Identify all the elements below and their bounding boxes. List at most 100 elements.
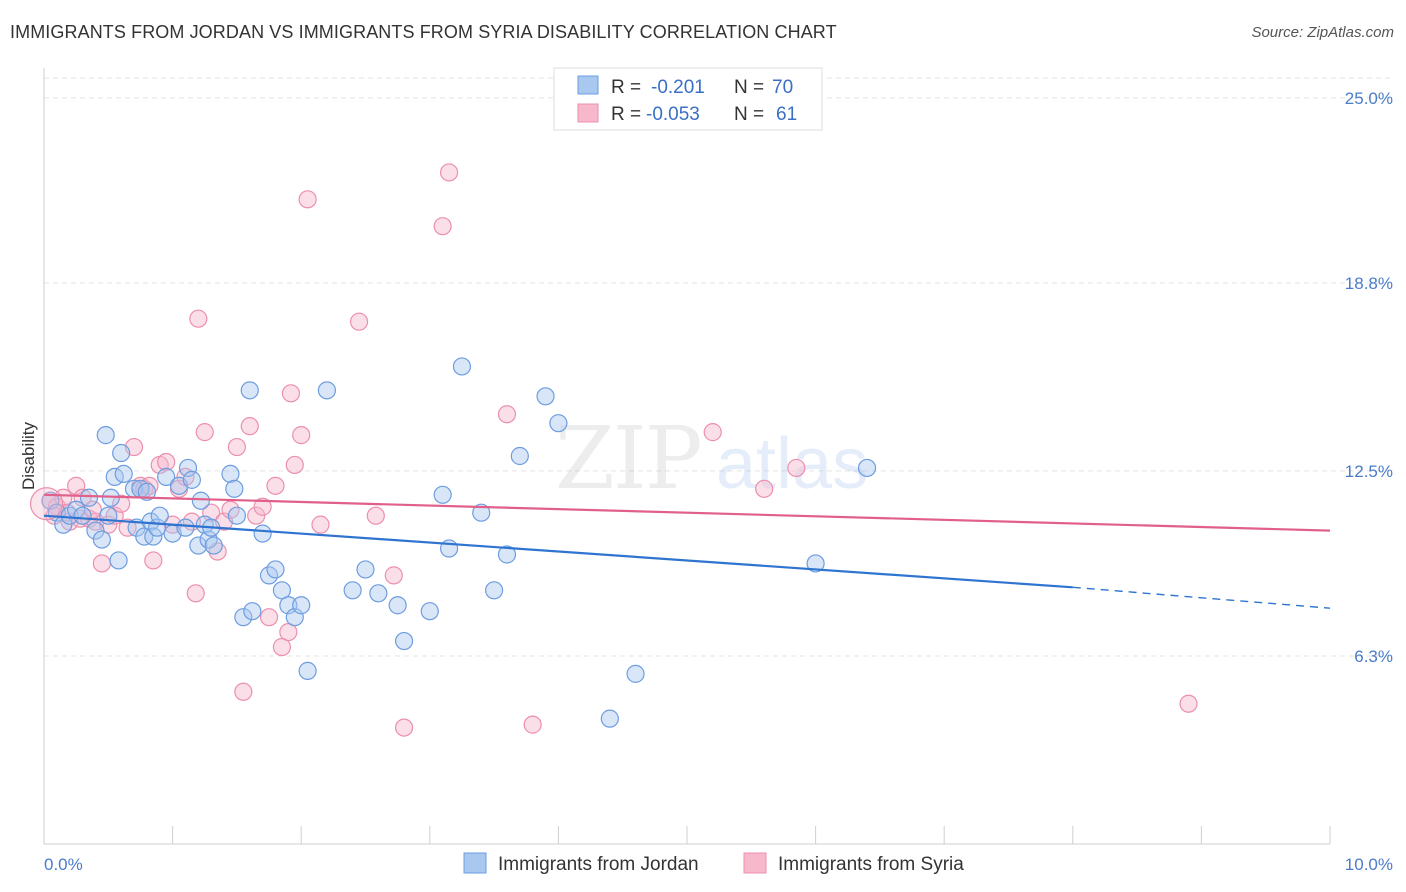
- data-point: [112, 494, 131, 513]
- data-point: [452, 357, 472, 376]
- legend-swatch-jordan: [577, 75, 599, 95]
- data-point: [343, 581, 362, 600]
- data-point: [433, 485, 452, 504]
- data-point: [536, 387, 555, 406]
- data-point: [221, 464, 240, 484]
- watermark-atlas: atlas: [716, 424, 868, 504]
- data-point: [92, 530, 111, 549]
- trend-line-jordan-extrapolated: [1072, 586, 1331, 609]
- data-point: [420, 602, 439, 621]
- data-point: [298, 661, 317, 680]
- data-point: [92, 554, 111, 573]
- data-point: [240, 381, 259, 400]
- legend-box: R = -0.201 N = 70 R = -0.053 N = 61: [553, 67, 823, 131]
- legend-n-value-jordan: 70: [772, 77, 793, 98]
- grid-lines: [44, 77, 1390, 657]
- data-point: [626, 664, 645, 683]
- data-point: [191, 491, 210, 510]
- legend-n-label-jordan: N =: [734, 77, 764, 98]
- trend-line-jordan: [43, 514, 1073, 589]
- data-point: [234, 608, 253, 627]
- data-point: [311, 515, 330, 534]
- data-point: [96, 426, 115, 445]
- y-tick-label: 18.8%: [1345, 274, 1393, 293]
- data-point: [253, 524, 272, 543]
- data-point: [157, 452, 176, 472]
- data-point: [384, 566, 403, 585]
- data-point: [240, 417, 259, 436]
- legend-r-value-jordan: -0.201: [651, 77, 705, 98]
- data-point: [247, 506, 266, 525]
- data-point: [433, 217, 452, 236]
- data-point: [281, 384, 301, 403]
- data-point: [388, 596, 407, 615]
- legend-n-label-syria: N =: [734, 104, 764, 125]
- data-point: [144, 527, 163, 546]
- y-axis-label: Disability: [19, 421, 38, 490]
- y-tick-labels: 6.3% 12.5% 18.8% 25.0%: [1345, 89, 1393, 666]
- data-point: [439, 163, 459, 182]
- y-tick-label: 6.3%: [1354, 647, 1393, 666]
- data-point: [227, 437, 246, 457]
- data-point: [73, 506, 92, 525]
- data-point: [298, 190, 317, 209]
- x-ticks: [43, 826, 1331, 844]
- chart-title: IMMIGRANTS FROM JORDAN VS IMMIGRANTS FRO…: [10, 22, 837, 42]
- data-point: [225, 479, 244, 498]
- bottom-legend-label-jordan: Immigrants from Jordan: [498, 854, 699, 875]
- data-point: [189, 309, 208, 328]
- x-tick-label-min: 0.0%: [44, 855, 83, 874]
- data-point: [176, 518, 195, 537]
- data-point: [806, 554, 825, 573]
- data-point: [600, 709, 619, 728]
- data-point: [114, 464, 133, 484]
- bottom-legend: Immigrants from Jordan Immigrants from S…: [463, 852, 964, 875]
- trend-line-syria: [43, 493, 1331, 532]
- data-point: [394, 631, 414, 651]
- data-point: [253, 497, 272, 516]
- data-point: [366, 506, 385, 525]
- data-point: [356, 560, 375, 579]
- data-point: [755, 479, 774, 498]
- data-point: [472, 503, 491, 522]
- data-point: [787, 458, 806, 478]
- data-point: [394, 718, 414, 737]
- data-point: [266, 476, 285, 495]
- bottom-legend-swatch-syria: [743, 852, 767, 874]
- data-point: [497, 405, 517, 424]
- y-tick-label: 25.0%: [1345, 89, 1393, 108]
- data-point: [285, 455, 304, 475]
- data-point: [259, 608, 279, 627]
- data-point: [510, 446, 529, 466]
- data-point: [144, 551, 163, 570]
- data-point: [150, 506, 169, 525]
- data-point: [195, 423, 214, 442]
- data-point: [485, 581, 504, 600]
- legend-frame: [553, 67, 823, 131]
- legend-swatch-syria: [577, 103, 599, 123]
- y-tick-label: 12.5%: [1345, 462, 1393, 481]
- watermark-zip: ZIP: [555, 409, 701, 509]
- trend-lines: [43, 493, 1331, 609]
- data-point: [157, 467, 176, 486]
- data-point: [109, 551, 128, 570]
- data-point: [549, 414, 568, 433]
- x-tick-label-max: 10.0%: [1345, 855, 1393, 874]
- data-point: [86, 521, 105, 540]
- data-point: [1179, 694, 1198, 713]
- data-point: [204, 536, 223, 555]
- source-label: Source: ZipAtlas.com: [1251, 24, 1394, 41]
- legend-n-value-syria: 61: [776, 104, 797, 125]
- data-point: [266, 560, 285, 579]
- data-point: [186, 584, 205, 603]
- data-point: [292, 596, 311, 615]
- data-point: [199, 530, 218, 549]
- legend-r-label-jordan: R =: [611, 77, 641, 98]
- data-point: [137, 482, 156, 501]
- bottom-legend-swatch-jordan: [463, 852, 487, 874]
- data-point: [369, 584, 388, 603]
- data-point: [227, 506, 246, 525]
- data-point: [349, 312, 369, 331]
- data-point: [79, 488, 99, 507]
